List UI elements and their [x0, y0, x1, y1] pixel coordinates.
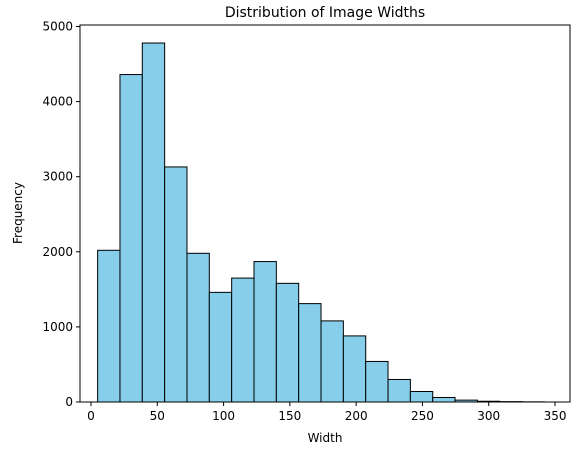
x-tick-label: 0 [87, 409, 95, 423]
bar [164, 166, 188, 403]
bar [97, 249, 121, 403]
bar [119, 74, 143, 403]
bar [432, 396, 456, 403]
bar [253, 261, 277, 403]
bar [342, 335, 367, 403]
y-tick-label: 2000 [42, 245, 73, 259]
y-tick-label: 3000 [42, 170, 73, 184]
bar [231, 277, 255, 403]
y-axis-label: Frequency [11, 182, 25, 244]
x-tick-label: 100 [212, 409, 235, 423]
y-tick-label: 5000 [42, 20, 73, 34]
y-tick-label: 0 [65, 395, 73, 409]
plot-frame [79, 24, 571, 403]
x-tick-label: 250 [411, 409, 434, 423]
x-tick-label: 300 [477, 409, 500, 423]
x-tick-label: 50 [150, 409, 165, 423]
bar [365, 360, 389, 403]
bar [208, 291, 233, 403]
bar [275, 282, 300, 403]
x-tick-label: 150 [278, 409, 301, 423]
bar [186, 252, 210, 403]
chart-title: Distribution of Image Widths [225, 5, 425, 21]
bar [298, 303, 322, 403]
y-tick-label: 1000 [42, 320, 73, 334]
y-tick-label: 4000 [42, 95, 73, 109]
x-tick-label: 350 [544, 409, 567, 423]
x-axis-label: Width [308, 431, 343, 445]
x-tick-label: 200 [345, 409, 368, 423]
bar [387, 378, 411, 403]
bar [320, 320, 344, 403]
bar [409, 390, 434, 403]
bar [141, 42, 166, 403]
